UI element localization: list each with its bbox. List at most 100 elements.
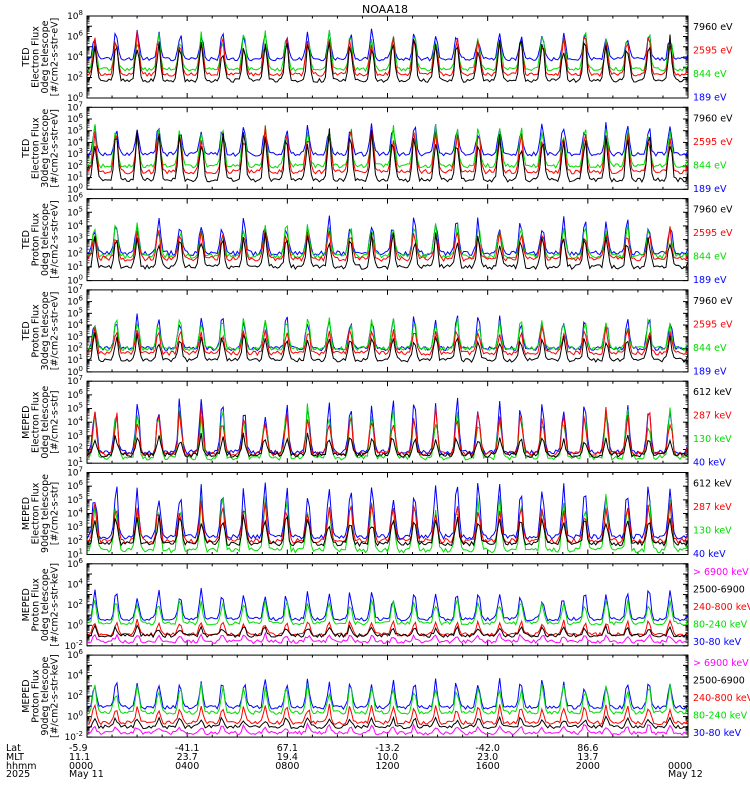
footer-value: 10.0 — [377, 752, 398, 763]
y-tick-label: 101 — [67, 260, 83, 273]
legend-entry: 130 keV — [693, 526, 732, 537]
y-axis-label-line: [#/cm2-s-str] — [49, 390, 60, 453]
legend-entry: 2500-6900 — [693, 676, 745, 687]
series-line--6900-kev — [87, 722, 688, 736]
y-tick-label: 106 — [67, 192, 83, 205]
y-axis-label-line: [#/cm2-s-str-keV] — [49, 563, 60, 647]
y-axis-label-line: TED — [21, 321, 32, 341]
y-axis-label-line: Proton Flux — [30, 304, 41, 358]
series-line-844-ev — [87, 317, 688, 352]
y-tick-label: 101 — [67, 548, 83, 561]
y-axis-label-line: [#/cm2-s-str-eV] — [49, 109, 60, 188]
legend-entry: 240-800 keV — [693, 693, 750, 704]
y-tick-label: 106 — [67, 388, 83, 401]
series-line-7960-ev — [87, 232, 688, 271]
legend-entry: 80-240 keV — [693, 619, 748, 630]
y-tick-label: 102 — [67, 341, 83, 354]
y-tick-label: 106 — [67, 112, 83, 125]
y-axis-label-line: MEPED — [21, 588, 32, 621]
footer-value: 0000 — [668, 761, 692, 772]
footer-value: 23.0 — [477, 752, 498, 763]
footer-value: 0400 — [175, 761, 199, 772]
legend-entry: 7960 eV — [693, 205, 733, 216]
y-tick-label: 102 — [67, 159, 83, 172]
series-line-7960-ev — [87, 128, 688, 183]
series-group — [87, 122, 688, 183]
y-tick-label: 104 — [67, 669, 83, 682]
footer-value: -13.2 — [375, 743, 400, 754]
y-tick-label: 102 — [67, 443, 83, 456]
y-tick-label: 101 — [67, 353, 83, 366]
series-line-2595-ev — [87, 325, 688, 357]
series-line-7960-ev — [87, 332, 688, 363]
y-axis-label-line: Proton Flux — [30, 578, 41, 632]
footer-value: 0800 — [275, 761, 299, 772]
series-line-40-kev — [87, 482, 688, 541]
legend-entry: 80-240 keV — [693, 711, 748, 722]
legend-entry: 40 keV — [693, 458, 726, 469]
y-axis-label-line: MEPED — [21, 406, 32, 439]
legend-entry: 189 eV — [693, 93, 727, 104]
y-tick-label: 104 — [67, 135, 83, 148]
series-line-30-80-kev — [87, 678, 688, 711]
y-axis-label-line: 90deg telescope — [40, 656, 51, 735]
y-axis-label-line: Proton Flux — [30, 669, 41, 723]
y-tick-label: 108 — [67, 9, 83, 22]
y-axis-label-line: 0deg telescope — [40, 568, 51, 641]
series-line-80-240-kev — [87, 683, 688, 715]
legend-entry: 7960 eV — [693, 113, 733, 124]
y-axis-label-line: TED — [21, 139, 32, 159]
y-axis-label-line: TED — [21, 47, 32, 67]
footer-value: 19.4 — [277, 752, 298, 763]
legend-entry: 189 eV — [693, 184, 727, 195]
y-tick-label: 102 — [67, 534, 83, 547]
y-tick-label: 102 — [67, 689, 83, 702]
series-line-287-kev — [87, 405, 688, 458]
legend-entry: 844 eV — [693, 252, 727, 263]
y-tick-label: 100 — [67, 710, 83, 723]
series-line-7960-ev — [87, 34, 688, 84]
y-axis-label-line: 0deg telescope — [40, 20, 51, 93]
footer-value: 67.1 — [277, 743, 298, 754]
series-line-844-ev — [87, 222, 688, 260]
y-tick-label: 104 — [67, 219, 83, 232]
panel-7: 10-2 100 102 104 106 > 6900 keV 2500-6900 240-8… — [21, 557, 750, 652]
y-axis-label-line: Proton Flux — [30, 213, 41, 267]
y-tick-label: 105 — [67, 205, 83, 218]
y-tick-label: 100 — [67, 274, 83, 287]
footer-value: -42.0 — [475, 743, 500, 754]
y-tick-label: 100 — [67, 182, 83, 195]
footer-value: 0000 — [69, 761, 93, 772]
series-line-612-kev — [87, 432, 688, 459]
y-tick-label: 106 — [67, 295, 83, 308]
legend-entry: 189 eV — [693, 366, 727, 377]
series-line--6900-kev — [87, 631, 688, 645]
y-tick-label: 106 — [67, 557, 83, 570]
y-tick-label: 106 — [67, 30, 83, 43]
footer-value: 2000 — [576, 761, 600, 772]
footer-row-label: hhmm — [6, 761, 37, 772]
legend-entry: 130 keV — [693, 434, 732, 445]
series-line-189-ev — [87, 122, 688, 158]
y-axis-label-line: [#/cm2-s-str-eV] — [49, 292, 60, 371]
series-line-2500-6900 — [87, 624, 688, 639]
y-axis-label-line: [#/cm2-s-str-eV] — [49, 200, 60, 279]
series-line-189-ev — [87, 28, 688, 62]
y-axis-label-line: 0deg telescope — [40, 386, 51, 459]
legend-entry: 7960 eV — [693, 22, 733, 33]
footer-value: 1200 — [375, 761, 399, 772]
series-group — [87, 678, 688, 736]
footer-row-label: Lat — [6, 743, 21, 754]
series-group — [87, 215, 688, 271]
panel-frame — [86, 654, 689, 738]
footer-value: 13.7 — [577, 752, 598, 763]
panel-8: 10-2 100 102 104 106 > 6900 keV 2500-6900 240-8… — [21, 648, 750, 743]
series-line-240-800-kev — [87, 703, 688, 726]
